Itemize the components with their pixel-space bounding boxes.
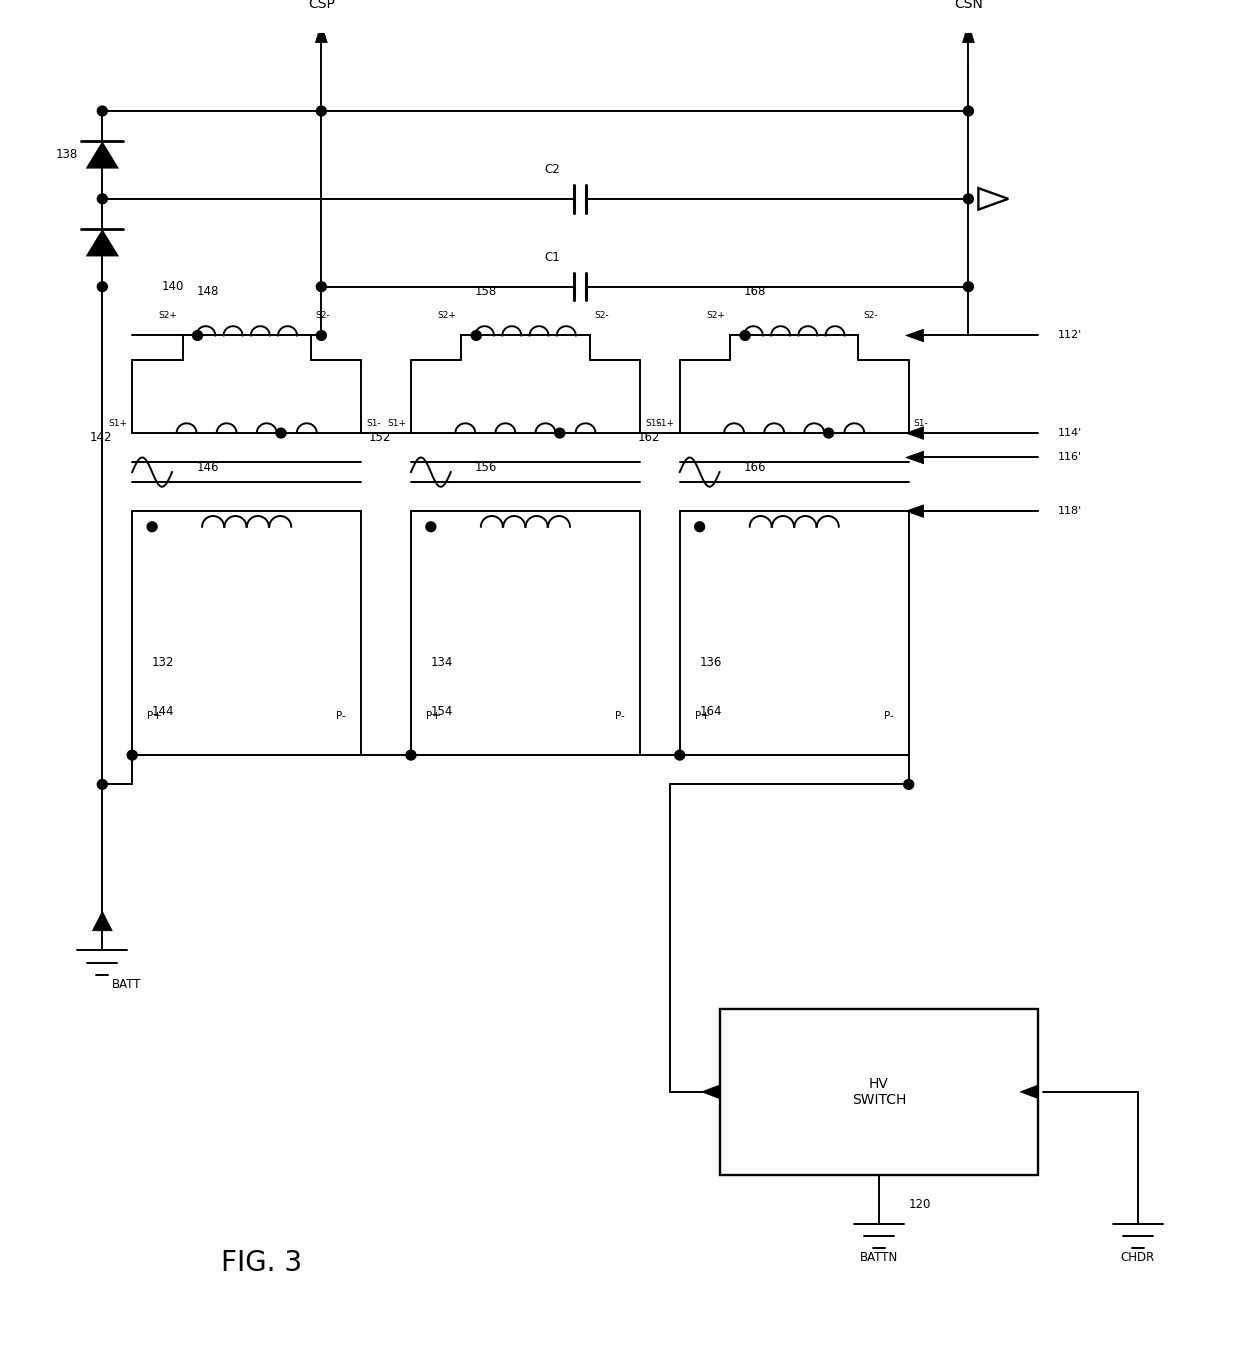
Text: 136: 136 — [699, 656, 722, 669]
Circle shape — [963, 106, 973, 116]
Circle shape — [98, 106, 108, 116]
Circle shape — [425, 522, 435, 532]
Polygon shape — [86, 229, 119, 256]
Polygon shape — [86, 142, 119, 169]
Text: 168: 168 — [744, 285, 766, 298]
Polygon shape — [702, 1085, 719, 1099]
Text: S2-: S2- — [594, 312, 609, 320]
Text: 166: 166 — [744, 461, 766, 474]
Circle shape — [471, 331, 481, 341]
Text: 134: 134 — [430, 656, 454, 669]
Text: P+: P+ — [694, 711, 709, 721]
Text: 146: 146 — [196, 461, 218, 474]
Text: 138: 138 — [56, 149, 77, 161]
Polygon shape — [1021, 1085, 1038, 1099]
Polygon shape — [315, 23, 327, 42]
Circle shape — [904, 780, 914, 789]
Polygon shape — [905, 504, 924, 518]
Text: P+: P+ — [148, 711, 162, 721]
Text: 112': 112' — [1058, 330, 1083, 341]
Text: S1-: S1- — [914, 418, 929, 428]
Polygon shape — [92, 912, 113, 931]
Circle shape — [98, 282, 108, 292]
Text: 152: 152 — [368, 432, 391, 444]
Circle shape — [675, 750, 684, 761]
Text: HV
SWITCH: HV SWITCH — [852, 1077, 906, 1107]
Polygon shape — [905, 427, 924, 439]
Circle shape — [128, 750, 138, 761]
Circle shape — [316, 106, 326, 116]
Text: P-: P- — [336, 711, 346, 721]
Text: S2-: S2- — [863, 312, 878, 320]
Circle shape — [554, 428, 564, 438]
Text: S1+: S1+ — [387, 418, 405, 428]
Circle shape — [316, 282, 326, 292]
Circle shape — [98, 194, 108, 203]
Bar — [719, 1009, 1038, 1175]
Text: S1-: S1- — [366, 418, 381, 428]
Circle shape — [823, 428, 833, 438]
Text: S1+: S1+ — [108, 418, 128, 428]
Polygon shape — [962, 23, 975, 42]
Text: BATTN: BATTN — [859, 1251, 898, 1265]
Text: BATT: BATT — [113, 979, 141, 991]
Text: S2-: S2- — [316, 312, 330, 320]
Text: P-: P- — [615, 711, 625, 721]
Text: P-: P- — [884, 711, 894, 721]
Text: 120: 120 — [909, 1198, 931, 1210]
Text: 140: 140 — [162, 281, 185, 293]
Circle shape — [740, 331, 750, 341]
Text: CSP: CSP — [308, 0, 335, 11]
Text: 164: 164 — [699, 705, 722, 718]
Text: CSN: CSN — [954, 0, 983, 11]
Circle shape — [963, 282, 973, 292]
Text: 142: 142 — [89, 432, 113, 444]
Text: 144: 144 — [153, 705, 175, 718]
Text: 158: 158 — [475, 285, 497, 298]
Circle shape — [192, 331, 202, 341]
Text: FIG. 3: FIG. 3 — [221, 1249, 303, 1277]
Text: 162: 162 — [637, 432, 660, 444]
Text: CHDR: CHDR — [1121, 1251, 1154, 1265]
Text: S2+: S2+ — [159, 312, 177, 320]
Circle shape — [694, 522, 704, 532]
Text: C2: C2 — [544, 164, 560, 176]
Circle shape — [963, 194, 973, 203]
Text: P+: P+ — [425, 711, 440, 721]
Text: S2+: S2+ — [707, 312, 725, 320]
Text: S1-: S1- — [645, 418, 660, 428]
Circle shape — [148, 522, 157, 532]
Polygon shape — [905, 328, 924, 342]
Circle shape — [98, 780, 108, 789]
Text: 154: 154 — [430, 705, 454, 718]
Circle shape — [405, 750, 415, 761]
Text: 118': 118' — [1058, 506, 1083, 517]
Text: S2+: S2+ — [438, 312, 456, 320]
Polygon shape — [905, 451, 924, 463]
Text: 116': 116' — [1058, 453, 1083, 462]
Circle shape — [277, 428, 286, 438]
Text: 114': 114' — [1058, 428, 1083, 438]
Text: 132: 132 — [153, 656, 175, 669]
Text: C1: C1 — [544, 251, 560, 264]
Text: 148: 148 — [196, 285, 218, 298]
Circle shape — [316, 331, 326, 341]
Text: S1+: S1+ — [656, 418, 675, 428]
Text: 156: 156 — [475, 461, 497, 474]
